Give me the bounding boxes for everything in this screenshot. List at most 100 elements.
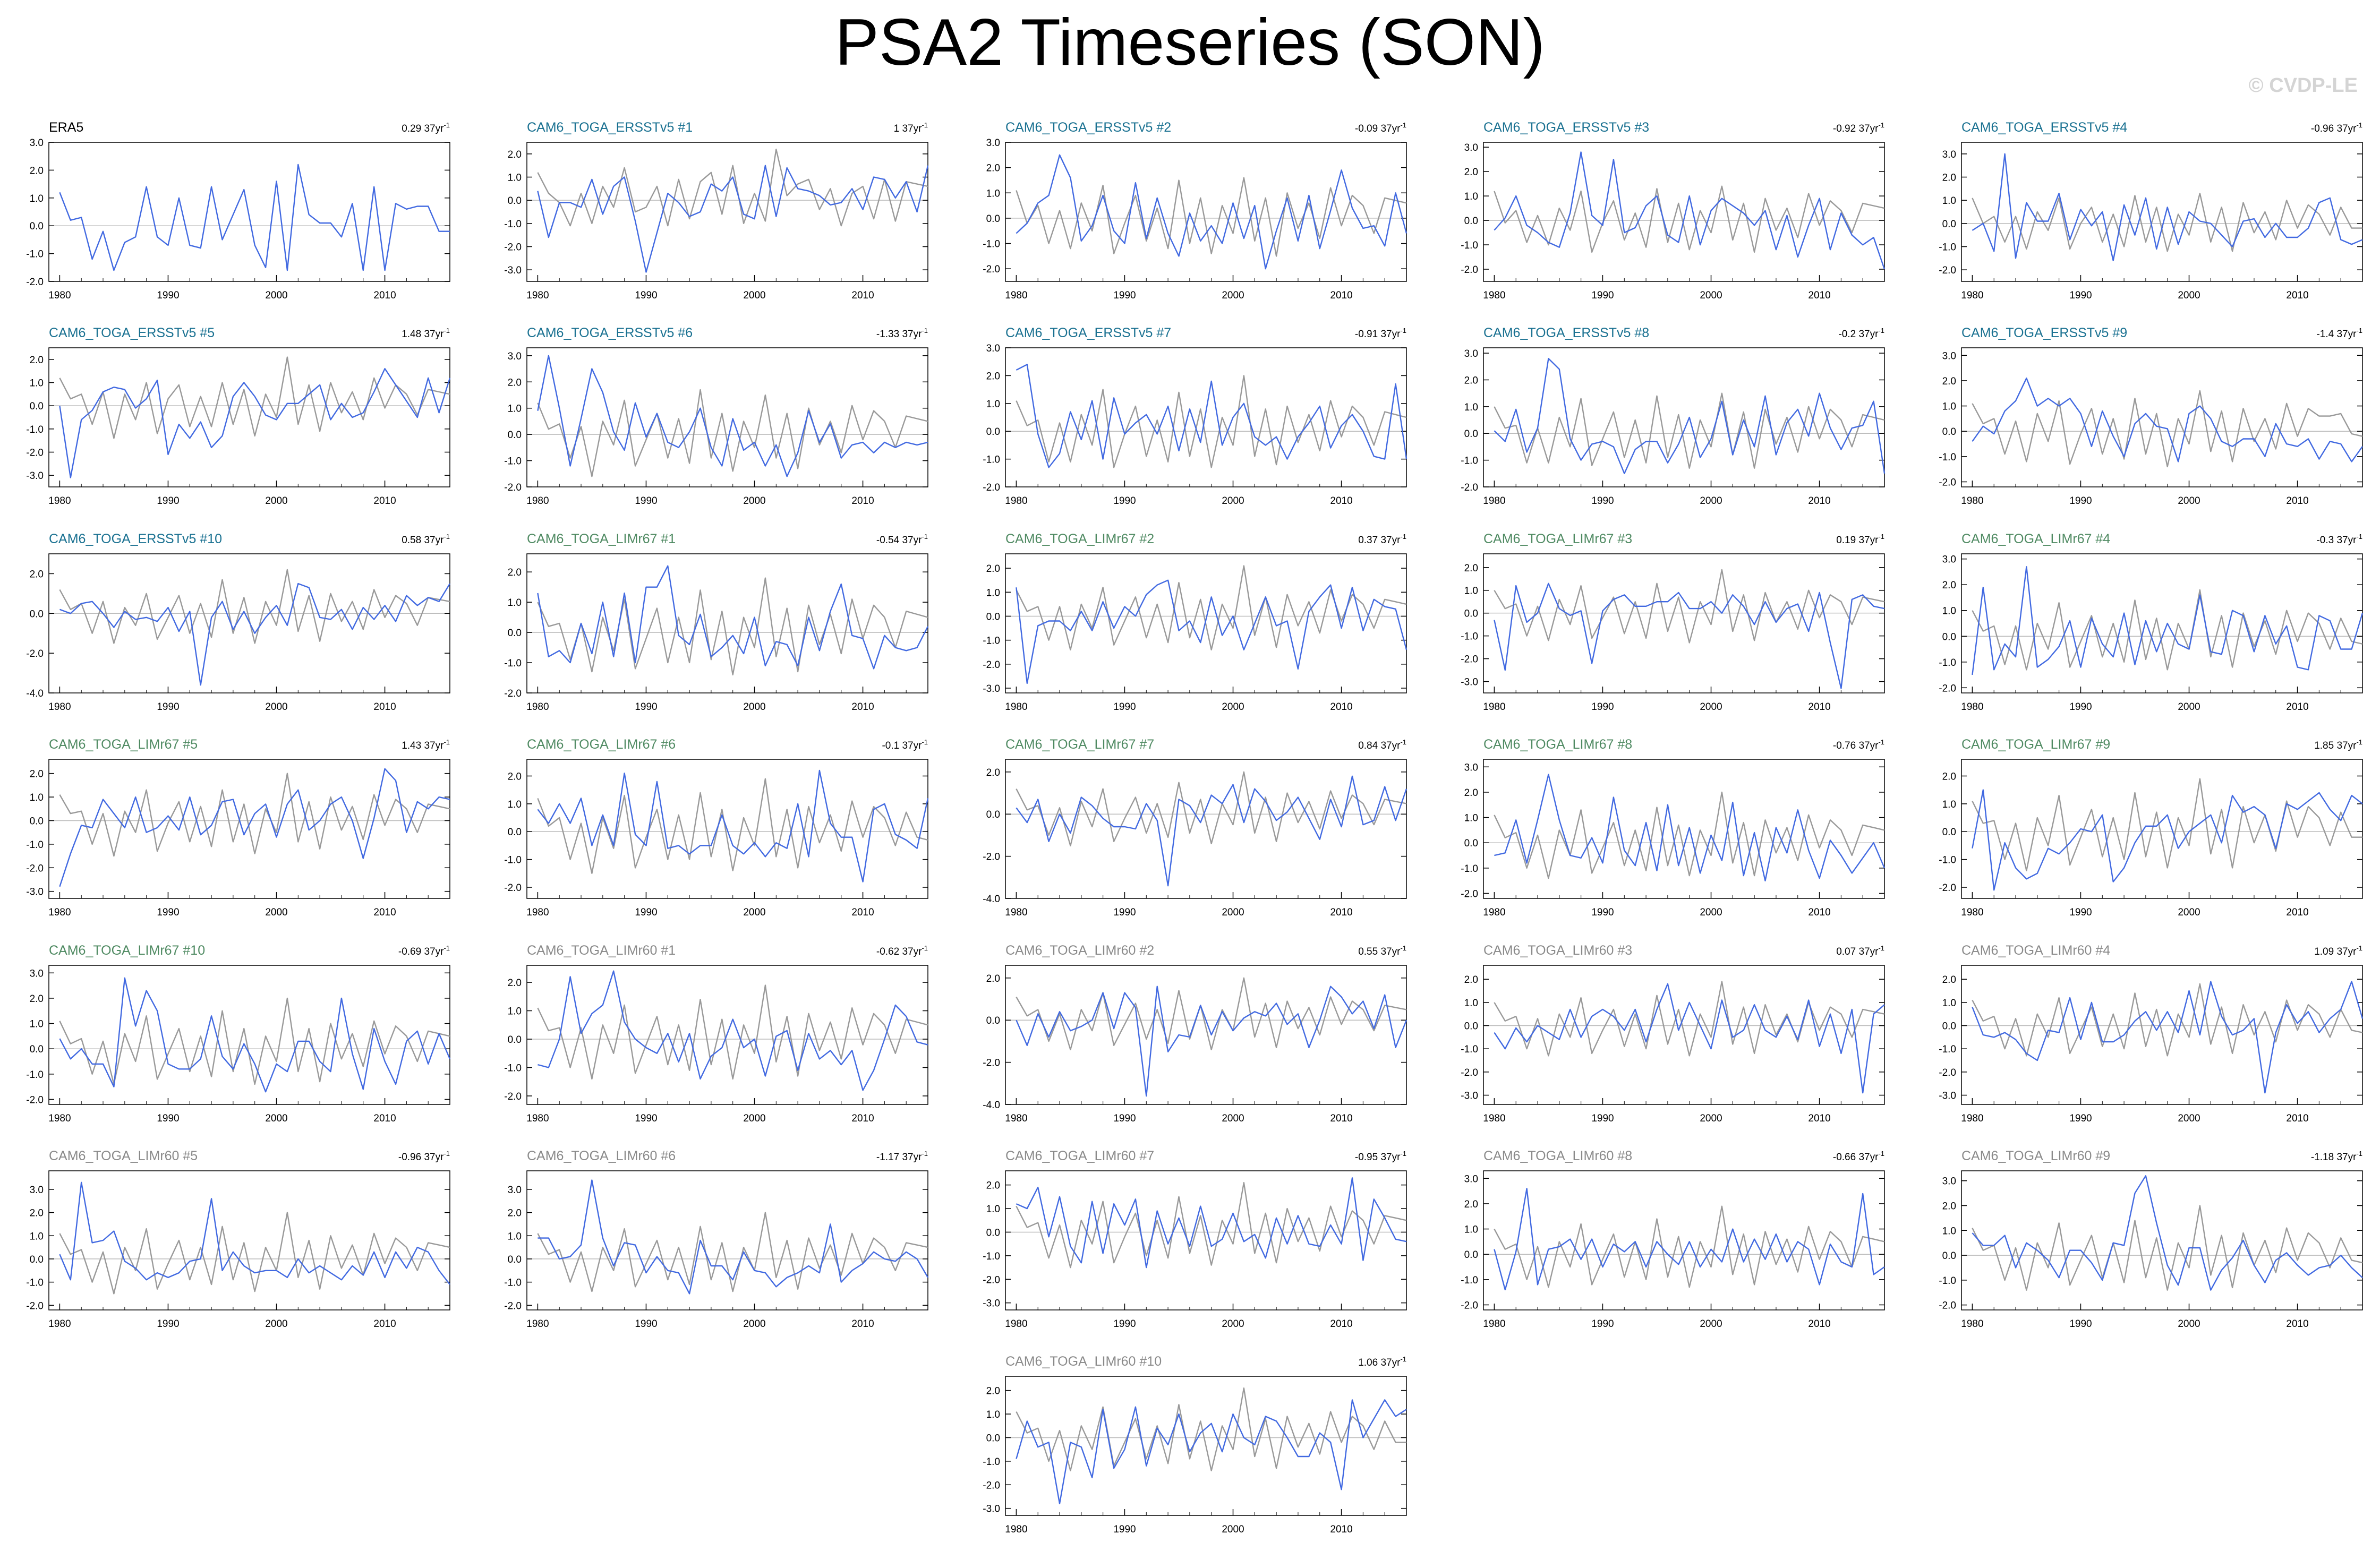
y-tick-label: -1.0 xyxy=(504,219,522,230)
y-tick-label: -2.0 xyxy=(26,1094,44,1106)
x-tick-label: 2010 xyxy=(1330,290,1352,301)
y-tick-label: -2.0 xyxy=(1939,265,1956,276)
series-line-primary xyxy=(1972,153,2363,261)
y-tick-label: -2.0 xyxy=(504,1091,522,1102)
trend-label: 1.06 37yr-1 xyxy=(1358,1355,1406,1368)
panel-title: CAM6_TOGA_LIMr67 #4 xyxy=(1961,532,2110,546)
panel-16: CAM6_TOGA_LIMr67 #5 1.43 37yr-1 2.0 1.0 0.0 -… xyxy=(26,737,450,918)
y-tick-label: -1.0 xyxy=(1939,657,1956,669)
y-tick-label: 1.0 xyxy=(1464,1224,1478,1236)
series-line-primary xyxy=(537,769,929,882)
y-tick-label: 2.0 xyxy=(1464,787,1478,799)
y-tick-label: 2.0 xyxy=(1942,771,1956,782)
y-tick-label: 1.0 xyxy=(1464,813,1478,824)
panel-title: CAM6_TOGA_ERSSTv5 #1 xyxy=(527,120,693,135)
y-tick-label: 3.0 xyxy=(1464,1173,1478,1185)
x-tick-label: 1990 xyxy=(157,1113,179,1124)
y-tick-label: 1.0 xyxy=(986,399,1000,410)
series-line-primary xyxy=(1494,151,1886,270)
x-tick-label: 2000 xyxy=(743,1113,765,1124)
x-tick-label: 1990 xyxy=(635,907,657,918)
y-tick-label: 0.0 xyxy=(986,426,1000,438)
panel-title: CAM6_TOGA_LIMr60 #2 xyxy=(1005,943,1154,958)
x-tick-label: 2010 xyxy=(1808,495,1830,507)
y-tick-label: 0.0 xyxy=(1464,216,1478,227)
panel-23: CAM6_TOGA_LIMr60 #2 0.55 37yr-1 2.0 0.0 -2.0… xyxy=(983,943,1407,1124)
x-tick-label: 1990 xyxy=(1591,290,1614,301)
x-tick-label: 1980 xyxy=(526,907,549,918)
y-tick-label: 1.0 xyxy=(986,587,1000,598)
trend-label: -1.4 37yr-1 xyxy=(2316,327,2362,340)
series-line-reference xyxy=(1016,1182,1407,1269)
y-tick-label: 0.0 xyxy=(508,1034,522,1046)
plot-frame xyxy=(1961,347,2363,487)
y-tick-label: 3.0 xyxy=(30,1185,44,1196)
panel-title: CAM6_TOGA_LIMr60 #7 xyxy=(1005,1149,1154,1163)
x-tick-label: 2010 xyxy=(851,290,874,301)
panel-title: CAM6_TOGA_LIMr67 #10 xyxy=(49,943,205,958)
x-tick-label: 2010 xyxy=(1330,1524,1352,1535)
series-line-reference xyxy=(537,984,928,1080)
y-tick-label: -1.0 xyxy=(1939,855,1956,866)
series-line-primary xyxy=(1972,378,2363,462)
trend-label: 0.37 37yr-1 xyxy=(1358,533,1406,546)
y-tick-label: -2.0 xyxy=(1461,264,1478,276)
y-tick-label: 2.0 xyxy=(30,993,44,1005)
panel-27: CAM6_TOGA_LIMr60 #6 -1.17 37yr-1 3.0 2.0 1.0… xyxy=(504,1149,929,1330)
x-tick-label: 2000 xyxy=(2178,290,2200,301)
y-tick-label: 2.0 xyxy=(508,1208,522,1219)
y-tick-label: -2.0 xyxy=(1939,1067,1956,1078)
x-tick-label: 1990 xyxy=(2069,1318,2092,1330)
panel-title: CAM6_TOGA_ERSSTv5 #3 xyxy=(1483,120,1649,135)
x-tick-label: 1980 xyxy=(1961,1318,1983,1330)
y-tick-label: -3.0 xyxy=(983,683,1000,695)
panel-title: CAM6_TOGA_LIMr67 #9 xyxy=(1961,737,2110,752)
plot-frame xyxy=(48,1170,450,1310)
panel-12: CAM6_TOGA_LIMr67 #1 -0.54 37yr-1 2.0 1.0 0.0… xyxy=(504,532,929,713)
x-tick-label: 1980 xyxy=(1483,1113,1505,1124)
panel-title: ERA5 xyxy=(49,120,83,135)
y-tick-label: 3.0 xyxy=(1942,149,1956,160)
y-tick-label: -2.0 xyxy=(1461,482,1478,493)
series-line-reference xyxy=(1972,778,2362,871)
x-tick-label: 1980 xyxy=(1483,907,1505,918)
panel-5: CAM6_TOGA_ERSSTv5 #4 -0.96 37yr-1 3.0 2.0 1.… xyxy=(1939,120,2363,301)
trend-label: 0.58 37yr-1 xyxy=(402,533,450,546)
panel-2: CAM6_TOGA_ERSSTv5 #1 1 37yr-1 2.0 1.0 0.0 -1.… xyxy=(504,120,929,301)
y-tick-label: 2.0 xyxy=(30,165,44,176)
panel-25: CAM6_TOGA_LIMr60 #4 1.09 37yr-1 2.0 1.0 0.0 -… xyxy=(1939,943,2364,1124)
x-tick-label: 1980 xyxy=(1483,290,1505,301)
panel-title: CAM6_TOGA_LIMr67 #6 xyxy=(527,737,676,752)
y-tick-label: 1.0 xyxy=(1464,402,1478,413)
plot-frame xyxy=(1005,142,1407,282)
trend-label: -0.1 37yr-1 xyxy=(882,738,928,751)
y-tick-label: -3.0 xyxy=(1461,1091,1478,1102)
x-tick-label: 1990 xyxy=(1113,1524,1136,1535)
panel-title: CAM6_TOGA_LIMr60 #10 xyxy=(1005,1354,1162,1369)
trend-label: -0.66 37yr-1 xyxy=(1833,1150,1884,1163)
series-line-primary xyxy=(1972,1175,2363,1291)
trend-label: -0.3 37yr-1 xyxy=(2316,533,2362,546)
y-tick-label: 0.0 xyxy=(1942,1021,1956,1032)
y-tick-label: -1.0 xyxy=(1461,456,1478,467)
x-tick-label: 1980 xyxy=(526,495,549,507)
x-tick-label: 2010 xyxy=(2286,1113,2308,1124)
y-tick-label: -1.0 xyxy=(504,1063,522,1074)
y-tick-label: -3.0 xyxy=(26,470,44,482)
y-tick-label: 0.0 xyxy=(986,611,1000,622)
series-line-reference xyxy=(1494,1205,1885,1288)
x-tick-label: 1980 xyxy=(48,907,71,918)
y-tick-label: 2.0 xyxy=(986,371,1000,382)
y-tick-label: 0.0 xyxy=(986,1015,1000,1026)
x-tick-label: 2010 xyxy=(1808,290,1830,301)
y-tick-label: 1.0 xyxy=(1942,1226,1956,1237)
y-tick-label: 2.0 xyxy=(30,355,44,366)
series-line-primary xyxy=(1016,364,1407,468)
y-tick-label: 2.0 xyxy=(1942,376,1956,387)
x-tick-label: 1980 xyxy=(1961,907,1983,918)
y-tick-label: 2.0 xyxy=(1464,167,1478,178)
y-tick-label: 3.0 xyxy=(1942,554,1956,565)
x-tick-label: 1980 xyxy=(48,1318,71,1330)
y-tick-label: 0.0 xyxy=(30,1044,44,1055)
panel-19: CAM6_TOGA_LIMr67 #8 -0.76 37yr-1 3.0 2.0 1.0… xyxy=(1461,737,1886,918)
